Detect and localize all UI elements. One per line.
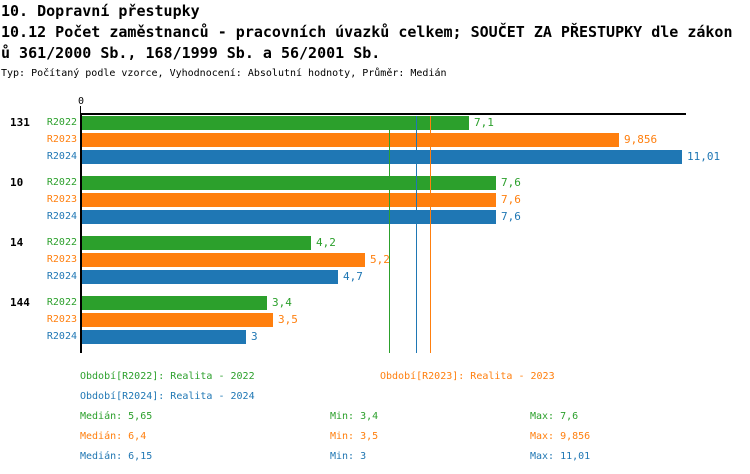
bar-r2022-14 [82, 236, 311, 250]
series-row-label-r2022: R2022 [46, 297, 77, 308]
series-row-label-r2022: R2022 [46, 177, 77, 188]
stat-max-r2023: Max: 9,856 [530, 431, 591, 442]
bar-value-label: 5,2 [370, 253, 390, 266]
bar-value-label: 4,7 [343, 270, 363, 283]
series-row-label-r2024: R2024 [46, 211, 77, 222]
page-meta: Typ: Počítaný podle vzorce, Vyhodnocení:… [1, 68, 447, 79]
bar-r2022-131 [82, 116, 469, 130]
y-axis-line [80, 113, 82, 353]
bar-r2022-144 [82, 296, 267, 310]
bar-value-label: 9,856 [624, 133, 658, 146]
series-row-label-r2023: R2023 [46, 314, 77, 325]
legend-item-r2022: Období[R2022]: Realita - 2022 [80, 371, 255, 382]
bar-r2024-144 [82, 330, 246, 344]
category-label-144: 144 [10, 296, 30, 309]
bar-value-label: 4,2 [316, 236, 336, 249]
stat-median-r2023: Medián: 6,4 [80, 431, 147, 442]
page-title: 10. Dopravní přestupky [1, 2, 200, 20]
median-line-r2022 [389, 116, 390, 353]
bar-r2023-144 [82, 313, 273, 327]
legend-item-r2023: Období[R2023]: Realita - 2023 [380, 371, 555, 382]
bar-value-label: 3,5 [278, 313, 298, 326]
bar-value-label: 3,4 [272, 296, 292, 309]
stat-median-r2022: Medián: 5,65 [80, 411, 153, 422]
legend-item-r2024: Období[R2024]: Realita - 2024 [80, 391, 255, 402]
series-row-label-r2024: R2024 [46, 331, 77, 342]
x-axis-tick [80, 106, 81, 113]
stat-min-r2022: Min: 3,4 [330, 411, 379, 422]
stat-max-r2022: Max: 7,6 [530, 411, 579, 422]
series-row-label-r2022: R2022 [46, 117, 77, 128]
series-row-label-r2023: R2023 [46, 134, 77, 145]
stat-min-r2023: Min: 3,5 [330, 431, 379, 442]
bar-value-label: 7,1 [474, 116, 494, 129]
bar-r2023-10 [82, 193, 496, 207]
bar-r2024-14 [82, 270, 338, 284]
series-row-label-r2024: R2024 [46, 151, 77, 162]
bar-value-label: 7,6 [501, 176, 521, 189]
stat-max-r2024: Max: 11,01 [530, 451, 591, 462]
bar-value-label: 3 [251, 330, 258, 343]
bar-value-label: 7,6 [501, 210, 521, 223]
page-subtitle-line1: 10.12 Počet zaměstnanců - pracovních úva… [1, 23, 733, 41]
category-label-14: 14 [10, 236, 24, 249]
category-label-131: 131 [10, 116, 30, 129]
series-row-label-r2023: R2023 [46, 254, 77, 265]
bar-value-label: 7,6 [501, 193, 521, 206]
bar-r2024-10 [82, 210, 496, 224]
series-row-label-r2024: R2024 [46, 271, 77, 282]
category-label-10: 10 [10, 176, 24, 189]
bar-r2024-131 [82, 150, 682, 164]
stat-median-r2024: Medián: 6,15 [80, 451, 153, 462]
median-line-r2024 [416, 116, 417, 353]
bar-value-label: 11,01 [687, 150, 721, 163]
x-axis-tick-label: 0 [77, 96, 85, 107]
median-line-r2023 [430, 116, 431, 353]
series-row-label-r2022: R2022 [46, 237, 77, 248]
page-subtitle-line2: ů 361/2000 Sb., 168/1999 Sb. a 56/2001 S… [1, 44, 381, 62]
bar-r2023-131 [82, 133, 619, 147]
stat-min-r2024: Min: 3 [330, 451, 367, 462]
bar-r2023-14 [82, 253, 365, 267]
x-axis-line [80, 113, 686, 115]
bar-r2022-10 [82, 176, 496, 190]
series-row-label-r2023: R2023 [46, 194, 77, 205]
